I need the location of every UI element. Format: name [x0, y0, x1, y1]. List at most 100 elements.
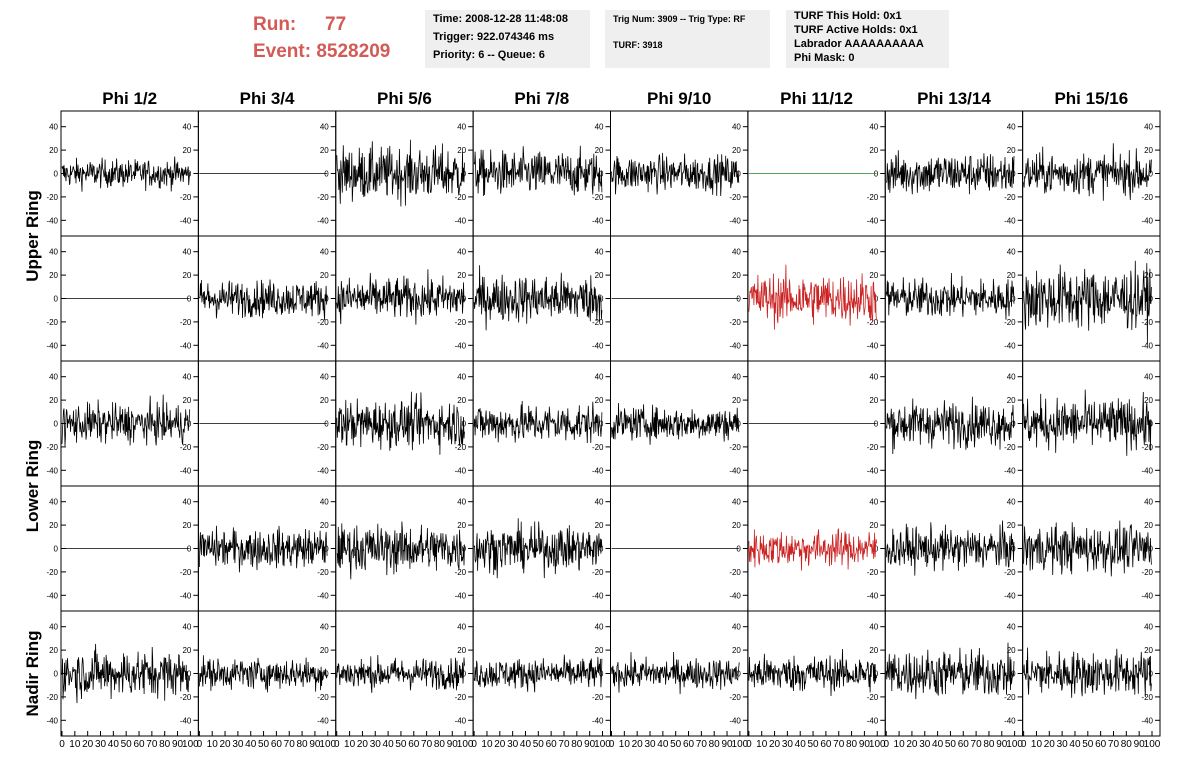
y-tick-label-right: -20: [455, 693, 467, 702]
waveform-trace: [748, 648, 877, 697]
waveform-trace: [336, 654, 465, 693]
y-tick-label-right: -40: [1141, 466, 1153, 475]
waveform-trace: [885, 642, 1015, 700]
y-tick-label-right: 20: [869, 271, 878, 280]
y-tick-label-right: -20: [455, 443, 467, 452]
y-tick-label-right: -20: [592, 193, 604, 202]
x-tick-label: 50: [670, 739, 682, 750]
y-tick-label-right: -40: [180, 591, 192, 600]
waveform-trace: [61, 643, 191, 704]
waveform-trace: [336, 521, 465, 580]
y-tick-label-right: 20: [732, 146, 741, 155]
y-tick-label-left: -40: [46, 716, 58, 725]
y-tick-label-right: 40: [182, 123, 191, 132]
waveform-trace: [199, 279, 328, 321]
y-tick-label-right: 40: [320, 373, 329, 382]
y-tick-label-right: -40: [317, 591, 329, 600]
x-tick-label: 50: [808, 739, 820, 750]
run-event-block: Run: 77 Event: 8528209: [253, 11, 390, 65]
y-tick-label-right: 40: [1007, 373, 1016, 382]
y-tick-label-right: -20: [729, 568, 741, 577]
x-tick-label: 60: [271, 739, 283, 750]
y-tick-label-right: 40: [1144, 248, 1153, 257]
y-tick-label-right: -20: [1141, 568, 1153, 577]
x-tick-label: 0: [746, 739, 752, 750]
y-tick-label-right: -40: [592, 216, 604, 225]
y-tick-label-right: -40: [729, 466, 741, 475]
trig-num-text: Trig Num: 3909 -- Trig Type: RF: [613, 14, 746, 24]
y-tick-label-right: 20: [1007, 271, 1016, 280]
y-tick-label-right: 20: [457, 646, 466, 655]
y-tick-label-right: -40: [1141, 216, 1153, 225]
x-tick-label: 40: [383, 739, 395, 750]
waveform-trace: [1023, 647, 1152, 698]
y-tick-label-right: 40: [869, 373, 878, 382]
x-tick-label: 80: [846, 739, 858, 750]
y-tick-label-right: -40: [455, 216, 467, 225]
waveform-trace: [1023, 260, 1152, 345]
y-tick-label-left: 0: [54, 545, 59, 554]
x-tick-label: 90: [447, 739, 459, 750]
x-tick-label: 60: [408, 739, 420, 750]
waveform-trace: [61, 156, 191, 192]
y-tick-label-right: 40: [1144, 373, 1153, 382]
y-tick-label-right: 40: [595, 623, 604, 632]
x-tick-label: 80: [159, 739, 171, 750]
y-tick-label-right: 20: [595, 396, 604, 405]
y-tick-label-right: 40: [457, 123, 466, 132]
waveform-trace: [473, 654, 603, 693]
x-tick-label: 60: [546, 739, 558, 750]
time-info-box: Time: 2008-12-28 11:48:08 Trigger: 922.0…: [425, 10, 590, 68]
y-tick-label-right: -40: [455, 466, 467, 475]
y-tick-label-right: 40: [320, 498, 329, 507]
waveform-trace: [473, 145, 603, 197]
y-tick-label-right: -40: [592, 716, 604, 725]
y-tick-label-left: 20: [49, 146, 58, 155]
waveform-trace: [885, 272, 1015, 320]
y-tick-label-right: 40: [1007, 498, 1016, 507]
y-tick-label-right: 40: [732, 248, 741, 257]
y-tick-label-right: 0: [187, 545, 192, 554]
y-tick-label-right: 20: [320, 646, 329, 655]
x-tick-label: 80: [709, 739, 721, 750]
x-tick-label: 20: [1044, 739, 1056, 750]
y-tick-label-right: -40: [592, 466, 604, 475]
y-tick-label-left: 40: [49, 123, 58, 132]
y-tick-label-right: -40: [180, 216, 192, 225]
y-tick-label-right: -20: [592, 568, 604, 577]
x-tick-label: 50: [395, 739, 407, 750]
x-tick-label: 20: [632, 739, 644, 750]
y-tick-label-left: 20: [49, 271, 58, 280]
y-tick-label-right: 0: [736, 295, 741, 304]
y-tick-label-left: 20: [49, 396, 58, 405]
y-tick-label-right: 20: [457, 396, 466, 405]
y-tick-label-left: 20: [49, 521, 58, 530]
x-tick-label: 30: [644, 739, 656, 750]
column-header: Phi 3/4: [240, 89, 295, 108]
x-tick-label: 0: [334, 739, 340, 750]
y-tick-label-left: -20: [46, 318, 58, 327]
y-tick-label-right: 40: [1144, 498, 1153, 507]
y-tick-label-right: -40: [1141, 716, 1153, 725]
x-tick-label: 40: [657, 739, 669, 750]
y-tick-label-left: -40: [46, 591, 58, 600]
x-tick-label: 50: [533, 739, 545, 750]
y-tick-label-right: 40: [182, 498, 191, 507]
y-tick-label-right: 40: [1007, 623, 1016, 632]
x-tick-label: 10: [894, 739, 906, 750]
y-tick-label-right: 20: [320, 146, 329, 155]
y-tick-label-right: 40: [182, 623, 191, 632]
y-tick-label-right: -20: [455, 318, 467, 327]
y-tick-label-left: -40: [46, 341, 58, 350]
y-tick-label-right: -40: [1141, 341, 1153, 350]
x-tick-label: 20: [219, 739, 231, 750]
y-tick-label-left: 0: [54, 170, 59, 179]
y-tick-label-right: 0: [1149, 170, 1154, 179]
x-tick-label: 80: [434, 739, 446, 750]
y-tick-label-right: 40: [457, 373, 466, 382]
y-tick-label-right: -40: [729, 341, 741, 350]
run-line: Run: 77: [253, 11, 390, 38]
x-tick-label: 90: [859, 739, 871, 750]
y-tick-label-right: 20: [182, 646, 191, 655]
y-tick-label-right: 40: [1144, 623, 1153, 632]
